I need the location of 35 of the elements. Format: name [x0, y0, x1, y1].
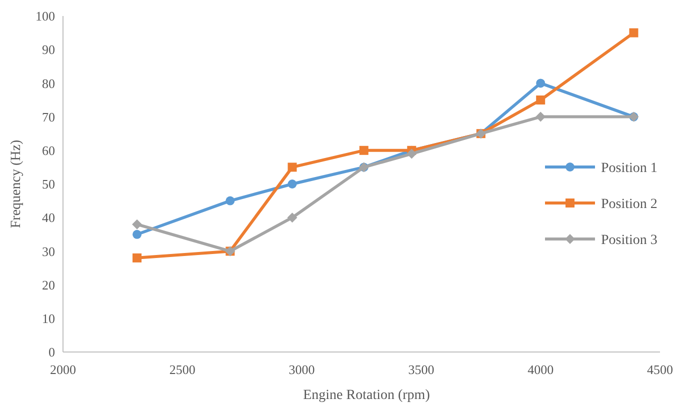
point [536, 112, 546, 122]
legend-label: Position 2 [601, 196, 658, 212]
legend-label: Position 1 [601, 160, 658, 176]
point [132, 219, 142, 230]
x-tick-label: 2500 [169, 362, 196, 377]
y-tick-label: 80 [42, 76, 55, 91]
y-tick-label: 10 [42, 310, 55, 326]
y-tick-label: 50 [42, 176, 55, 192]
point [536, 78, 546, 88]
x-tick-label: 4000 [528, 362, 554, 377]
point [536, 96, 546, 104]
x-tick-label: 2000 [50, 362, 76, 377]
y-tick-label: 90 [42, 42, 55, 58]
y-tick-label: 60 [42, 142, 55, 158]
y-tick-label: 20 [42, 277, 55, 292]
point [132, 253, 142, 262]
point [226, 196, 235, 206]
point [406, 148, 417, 159]
point [359, 146, 368, 155]
legend-label: Position 3 [601, 232, 658, 248]
y-axis-title: Frequency (Hz) [9, 140, 24, 228]
y-tick-label: 30 [42, 244, 55, 259]
point [287, 212, 298, 223]
point [288, 162, 297, 172]
x-axis-title: Engine Rotation (rpm) [303, 388, 430, 403]
point [288, 180, 297, 188]
point [132, 230, 142, 239]
y-tick-label: 100 [36, 8, 55, 24]
x-tick-label: 4500 [647, 362, 673, 377]
y-tick-label: 70 [42, 109, 55, 124]
y-tick-label: 40 [42, 210, 55, 226]
y-tick-label: 0 [48, 344, 55, 360]
x-tick-label: 3000 [288, 362, 315, 377]
x-tick-label: 3500 [408, 362, 434, 377]
point [629, 28, 638, 38]
